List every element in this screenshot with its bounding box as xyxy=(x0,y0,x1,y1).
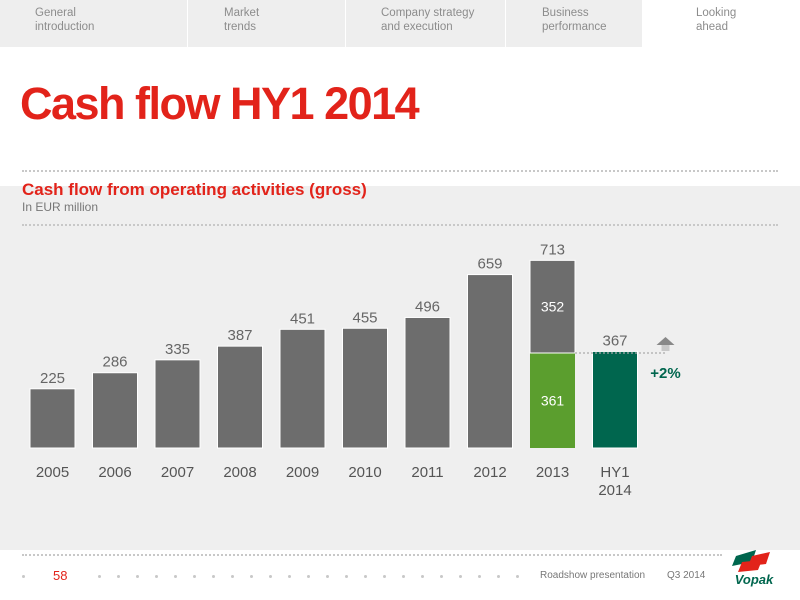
x-tick-label-2007: 2007 xyxy=(161,464,194,481)
footer-dot xyxy=(269,575,272,578)
footer-dot xyxy=(516,575,519,578)
footer-dot xyxy=(193,575,196,578)
value-label-2013: 713 xyxy=(540,241,565,258)
value-label-2008: 387 xyxy=(227,327,252,344)
bar-2007 xyxy=(154,359,201,449)
chart-title: Cash flow from operating activities (gro… xyxy=(22,180,367,199)
footer-dot xyxy=(250,575,253,578)
footer-dot xyxy=(212,575,215,578)
value-label-2007: 335 xyxy=(165,341,190,358)
growth-label: +2% xyxy=(650,365,680,382)
bar-2012 xyxy=(467,274,513,449)
footer-dot xyxy=(155,575,158,578)
footer-presentation-name: Roadshow presentation xyxy=(540,570,646,581)
nav-tab-looking-ahead[interactable]: Looking ahead xyxy=(643,0,800,47)
section-navigation: General introduction Market trends Compa… xyxy=(0,0,800,47)
bar-2010 xyxy=(342,327,388,449)
nav-tab-market-trends[interactable]: Market trends xyxy=(188,0,346,47)
x-tick-label-2010: 2010 xyxy=(348,464,381,481)
segment-label-2013-bottom: 361 xyxy=(541,393,565,409)
footer-dot xyxy=(98,575,101,578)
bar-2008 xyxy=(217,345,263,449)
x-tick-label-hy1-2014-line2: 2014 xyxy=(598,482,631,499)
footer-dot xyxy=(497,575,500,578)
footer-dot xyxy=(231,575,234,578)
growth-arrow-stem xyxy=(661,345,670,351)
x-tick-label-2012: 2012 xyxy=(473,464,506,481)
footer-divider xyxy=(22,554,722,556)
bar-hy1-2014 xyxy=(592,350,638,449)
bar-2005 xyxy=(29,388,76,449)
footer-dot xyxy=(345,575,348,578)
bar-2013-top xyxy=(529,259,576,354)
x-tick-label-2006: 2006 xyxy=(98,464,131,481)
nav-tab-business-performance[interactable]: Business performance xyxy=(506,0,643,47)
vopak-logo: Vopak xyxy=(732,550,774,587)
footer-dot xyxy=(307,575,310,578)
logo-wordmark: Vopak xyxy=(735,572,774,587)
x-tick-label-2005: 2005 xyxy=(36,464,69,481)
value-label-2010: 455 xyxy=(352,309,377,326)
x-tick-label-hy1-2014: HY1 xyxy=(600,464,629,481)
segment-label-2013-top: 352 xyxy=(541,299,565,315)
nav-tab-general-introduction[interactable]: General introduction xyxy=(0,0,188,47)
page-title: Cash flow HY1 2014 xyxy=(20,78,420,129)
x-tick-label-2011: 2011 xyxy=(411,464,443,481)
growth-arrow-icon xyxy=(656,337,675,345)
x-tick-label-2013: 2013 xyxy=(536,464,569,481)
chart-panel xyxy=(0,186,800,550)
footer-dot xyxy=(117,575,120,578)
footer-dot xyxy=(326,575,329,578)
bar-2006 xyxy=(92,372,138,449)
chart-unit-label: In EUR million xyxy=(22,200,99,214)
bar-2011 xyxy=(404,316,451,449)
footer-dot xyxy=(22,575,25,578)
footer-dot xyxy=(288,575,291,578)
chart-divider xyxy=(22,224,778,226)
footer-dot xyxy=(364,575,367,578)
nav-tab-company-strategy[interactable]: Company strategy and execution xyxy=(346,0,506,47)
footer-dot xyxy=(174,575,177,578)
x-tick-label-2008: 2008 xyxy=(223,464,256,481)
value-label-2011: 496 xyxy=(415,298,440,315)
value-label-hy1-2014: 367 xyxy=(602,332,627,349)
footer-dot xyxy=(383,575,386,578)
value-label-2009: 451 xyxy=(290,310,315,327)
value-label-2005: 225 xyxy=(40,370,65,387)
bar-2013-bottom xyxy=(530,353,575,448)
title-divider xyxy=(22,170,778,172)
page-number: 58 xyxy=(53,568,68,583)
bar-2009 xyxy=(279,328,326,449)
footer-dot xyxy=(421,575,424,578)
footer-dot xyxy=(459,575,462,578)
x-tick-label-2009: 2009 xyxy=(286,464,319,481)
footer-dot xyxy=(402,575,405,578)
value-label-2012: 659 xyxy=(477,256,502,273)
footer-dot xyxy=(478,575,481,578)
footer-dot xyxy=(136,575,139,578)
footer-dot xyxy=(440,575,443,578)
value-label-2006: 286 xyxy=(102,354,127,371)
footer-date: Q3 2014 xyxy=(667,570,706,581)
